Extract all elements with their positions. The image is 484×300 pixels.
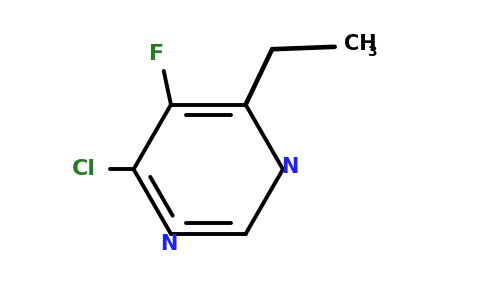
Text: N: N	[160, 233, 177, 254]
Text: Cl: Cl	[72, 159, 96, 179]
Text: N: N	[282, 157, 299, 177]
Text: CH: CH	[344, 34, 377, 54]
Text: 3: 3	[367, 45, 377, 58]
Text: F: F	[149, 44, 164, 64]
